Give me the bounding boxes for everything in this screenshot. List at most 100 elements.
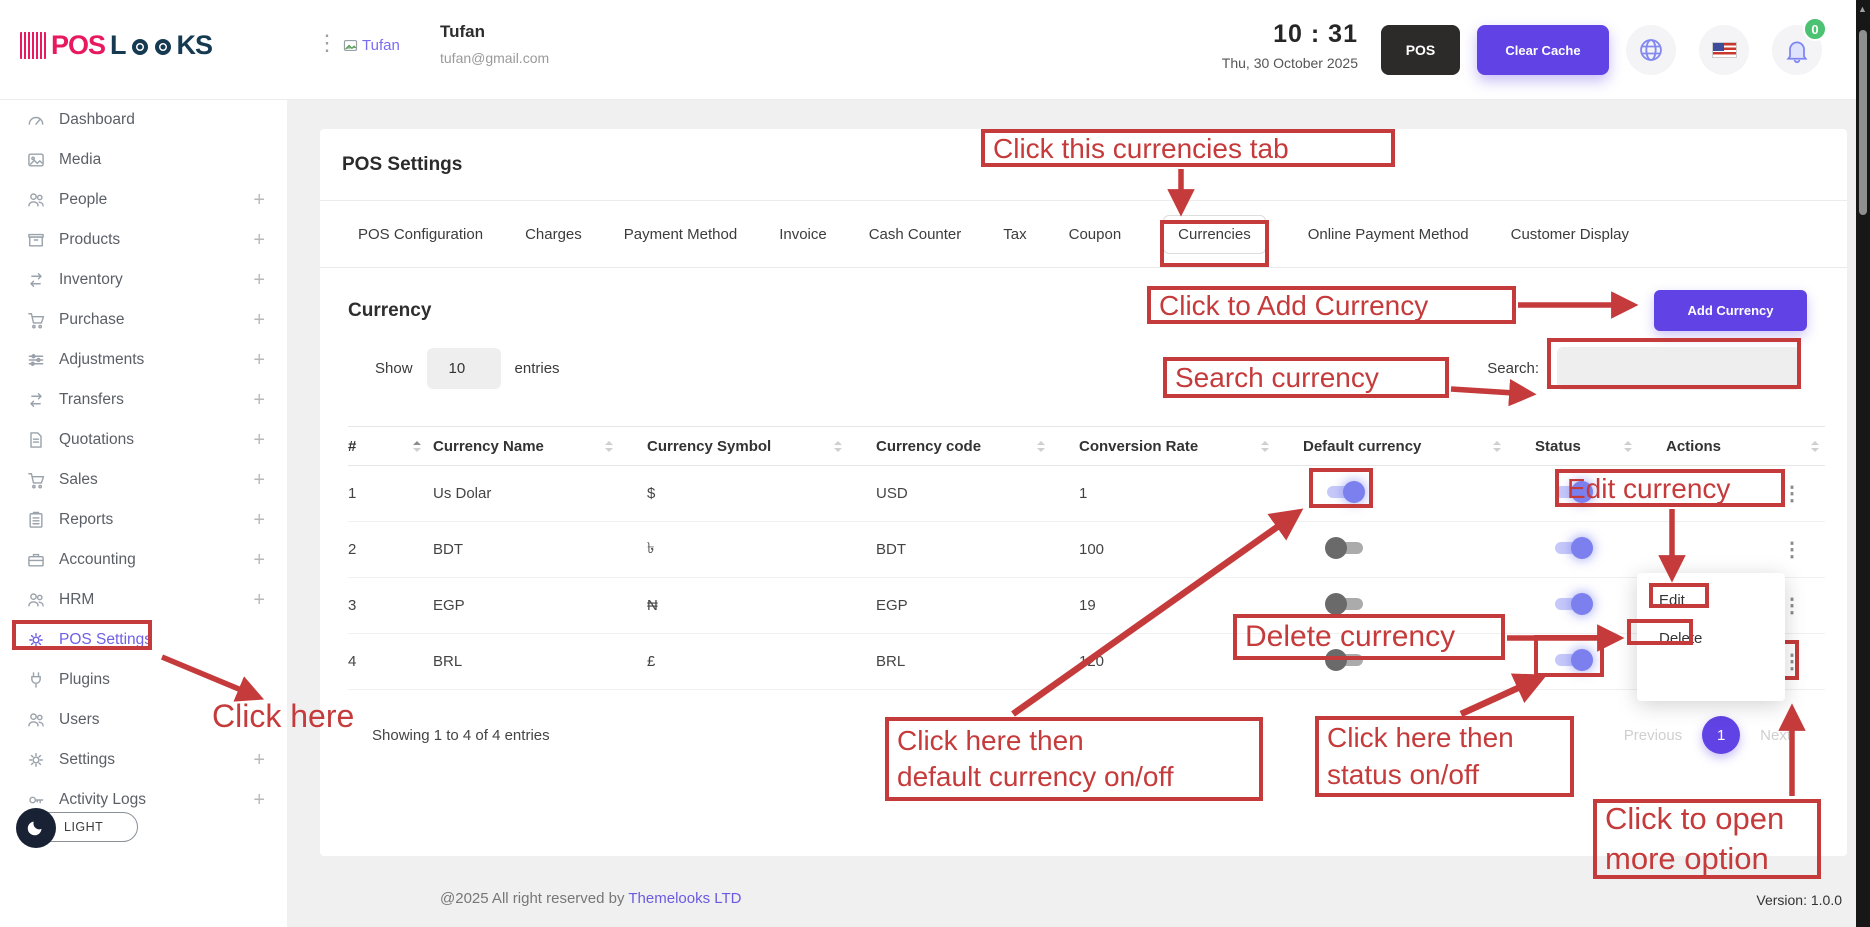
default-currency-toggle[interactable] (1325, 480, 1365, 503)
expand-plus-icon[interactable]: + (253, 788, 265, 811)
default-currency-toggle[interactable] (1325, 648, 1365, 671)
theme-toggle[interactable]: LIGHT (16, 808, 138, 848)
expand-plus-icon[interactable]: + (253, 468, 265, 491)
sidebar-item-inventory[interactable]: Inventory + (0, 260, 287, 300)
row-actions-button[interactable]: ⋮ (1782, 538, 1802, 561)
pos-button[interactable]: POS (1381, 25, 1460, 75)
tab-invoice[interactable]: Invoice (779, 226, 827, 243)
avatar[interactable]: Tufan (342, 37, 400, 54)
search-input[interactable] (1557, 347, 1801, 390)
sidebar-item-people[interactable]: People + (0, 180, 287, 220)
sidebar-item-products[interactable]: Products + (0, 220, 287, 260)
tab-customer-display[interactable]: Customer Display (1511, 226, 1629, 243)
user-info[interactable]: Tufan tufan@gmail.com (440, 22, 549, 66)
status-toggle[interactable] (1553, 536, 1593, 559)
row-actions-button[interactable]: ⋮ (1782, 482, 1802, 505)
expand-plus-icon[interactable]: + (253, 508, 265, 531)
pagination-next[interactable]: Next (1760, 726, 1791, 744)
column-header-status[interactable]: Status (1535, 438, 1666, 455)
sidebar-item-quotations[interactable]: Quotations + (0, 420, 287, 460)
sidebar-item-activity-logs[interactable]: Activity Logs + (0, 780, 287, 820)
expand-plus-icon[interactable]: + (253, 348, 265, 371)
row-actions-button[interactable]: ⋮ (1782, 594, 1802, 617)
column-header-currency-name[interactable]: Currency Name (433, 438, 647, 455)
sidebar-toggle-handle-icon[interactable]: ⋮ (316, 30, 338, 55)
sort-icon[interactable] (1037, 440, 1045, 452)
per-page-select[interactable]: 10 (426, 348, 501, 389)
expand-plus-icon[interactable]: + (253, 228, 265, 251)
row-actions-button[interactable]: ⋮ (1782, 650, 1802, 673)
user-email: tufan@gmail.com (440, 50, 550, 66)
sidebar-item-media[interactable]: Media (0, 140, 287, 180)
clipboard-icon (26, 510, 46, 530)
add-currency-button[interactable]: Add Currency (1654, 290, 1807, 331)
sidebar-item-hrm[interactable]: HRM + (0, 580, 287, 620)
menu-item-edit[interactable]: Edit (1637, 581, 1785, 619)
gear-icon (26, 750, 46, 770)
pagination-previous[interactable]: Previous (1623, 726, 1683, 744)
sort-icon[interactable] (1811, 440, 1819, 452)
tab-currencies[interactable]: Currencies (1160, 214, 1269, 267)
column-header-currency-code[interactable]: Currency code (876, 438, 1079, 455)
tab-cash-counter[interactable]: Cash Counter (869, 226, 962, 243)
status-toggle[interactable] (1553, 480, 1593, 503)
expand-plus-icon[interactable]: + (253, 748, 265, 771)
column-header-[interactable]: # (348, 438, 433, 455)
tab-label: Charges (525, 225, 582, 243)
sidebar-item-adjustments[interactable]: Adjustments + (0, 340, 287, 380)
sidebar-item-settings[interactable]: Settings + (0, 740, 287, 780)
sidebar-item-pos-settings[interactable]: POS Settings (0, 620, 287, 660)
tab-pos-configuration[interactable]: POS Configuration (358, 226, 483, 243)
column-header-conversion-rate[interactable]: Conversion Rate (1079, 438, 1303, 455)
sort-icon[interactable] (413, 440, 421, 452)
scrollbar-up-arrow-icon[interactable]: ▲ (1858, 4, 1867, 14)
menu-item-label: Delete (1659, 629, 1703, 647)
sort-icon[interactable] (1624, 440, 1632, 452)
status-toggle[interactable] (1553, 648, 1593, 671)
language-globe-button[interactable] (1626, 25, 1676, 75)
default-currency-toggle[interactable] (1325, 536, 1365, 559)
expand-plus-icon[interactable]: + (253, 268, 265, 291)
expand-plus-icon[interactable]: + (253, 188, 265, 211)
sidebar-item-plugins[interactable]: Plugins (0, 660, 287, 700)
sidebar-item-dashboard[interactable]: Dashboard (0, 100, 287, 140)
expand-plus-icon[interactable]: + (253, 308, 265, 331)
locale-flag-button[interactable] (1699, 25, 1749, 75)
column-label: # (348, 437, 357, 455)
tab-payment-method[interactable]: Payment Method (624, 226, 737, 243)
company-link[interactable]: Themelooks LTD (628, 890, 742, 907)
tab-coupon[interactable]: Coupon (1069, 226, 1122, 243)
notifications-button[interactable]: 0 (1772, 17, 1827, 75)
scrollbar-thumb[interactable] (1859, 30, 1867, 215)
sidebar-item-transfers[interactable]: Transfers + (0, 380, 287, 420)
sidebar-item-users[interactable]: Users (0, 700, 287, 740)
expand-plus-icon[interactable]: + (253, 428, 265, 451)
expand-plus-icon[interactable]: + (253, 548, 265, 571)
expand-plus-icon[interactable]: + (253, 588, 265, 611)
column-header-default-currency[interactable]: Default currency (1303, 438, 1535, 455)
menu-item-delete[interactable]: Delete (1637, 619, 1785, 657)
sidebar-item-sales[interactable]: Sales + (0, 460, 287, 500)
column-header-actions[interactable]: Actions (1666, 438, 1825, 455)
expand-plus-icon[interactable]: + (253, 388, 265, 411)
column-header-currency-symbol[interactable]: Currency Symbol (647, 438, 876, 455)
sort-icon[interactable] (834, 440, 842, 452)
clear-cache-button[interactable]: Clear Cache (1477, 25, 1609, 75)
table-summary: Showing 1 to 4 of 4 entries (372, 726, 550, 744)
default-currency-toggle[interactable] (1325, 592, 1365, 615)
tab-charges[interactable]: Charges (525, 226, 582, 243)
page-scrollbar[interactable]: ▲ (1856, 0, 1870, 927)
pagination-page-1[interactable]: 1 (1702, 716, 1741, 754)
sidebar-item-purchase[interactable]: Purchase + (0, 300, 287, 340)
tab-tax[interactable]: Tax (1003, 226, 1026, 243)
sidebar-item-reports[interactable]: Reports + (0, 500, 287, 540)
tab-online-payment-method[interactable]: Online Payment Method (1308, 226, 1469, 243)
app-logo[interactable]: POS L KS (20, 30, 213, 61)
sort-icon[interactable] (605, 440, 613, 452)
clock-time: 10 : 31 (1273, 20, 1358, 48)
sort-icon[interactable] (1261, 440, 1269, 452)
status-toggle[interactable] (1553, 592, 1593, 615)
footer-copyright: @2025 All right reserved by Themelooks L… (440, 890, 741, 907)
sort-icon[interactable] (1493, 440, 1501, 452)
sidebar-item-accounting[interactable]: Accounting + (0, 540, 287, 580)
